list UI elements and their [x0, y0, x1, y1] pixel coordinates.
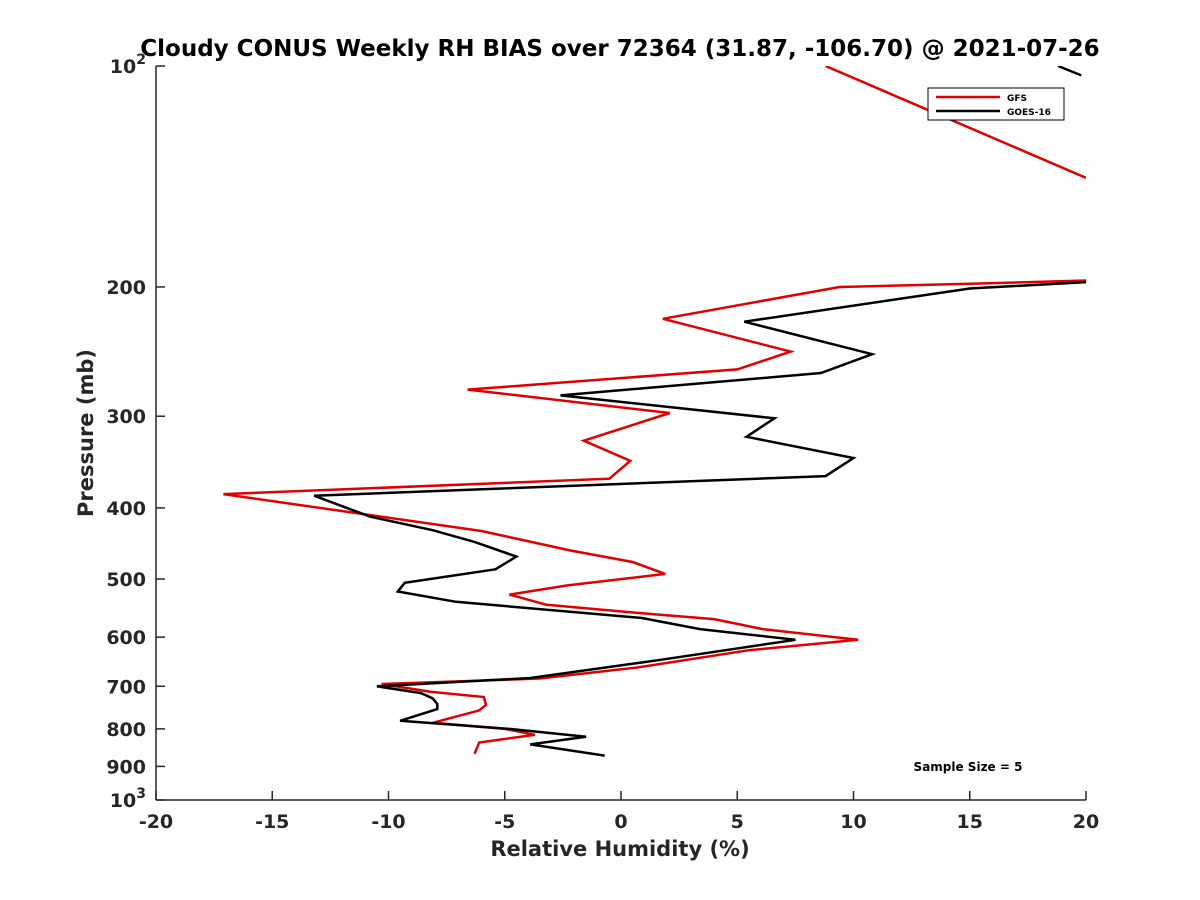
sample-size-annotation: Sample Size = 5 [914, 760, 1023, 774]
series-lines [223, 66, 1086, 757]
y-tick-label: 700 [106, 676, 146, 698]
chart-title: Cloudy CONUS Weekly RH BIAS over 72364 (… [140, 36, 1099, 62]
y-tick-label: 400 [106, 498, 146, 520]
y-tick-label: 600 [106, 627, 146, 649]
x-tick-label: -10 [371, 811, 405, 833]
x-tick-label: -15 [255, 811, 289, 833]
y-axis-label: Pressure (mb) [74, 349, 98, 517]
legend: GFS GOES-16 [927, 87, 1065, 121]
x-tick-label: 5 [731, 811, 744, 833]
series-line-goes16-upper [1057, 66, 1082, 77]
x-axis-label: Relative Humidity (%) [490, 837, 749, 861]
legend-box [927, 87, 1065, 121]
y-tick-label: 103 [110, 786, 146, 812]
legend-label-goes16: GOES-16 [1007, 108, 1051, 118]
y-tick-label: 200 [106, 277, 146, 299]
legend-label-gfs: GFS [1007, 94, 1027, 104]
axes: -20 -15 -10 -5 0 5 10 15 20 102 200 300 400 500 600 700… [106, 52, 1099, 833]
x-tick-label: -5 [494, 811, 515, 833]
y-tick-label: 102 [110, 52, 146, 78]
x-tick-label: 0 [614, 811, 627, 833]
x-tick-label: 15 [957, 811, 983, 833]
x-tick-label: -20 [139, 811, 173, 833]
y-tick-label: 800 [106, 719, 146, 741]
series-line-gfs [223, 279, 1086, 755]
series-line-gfs-upper [825, 66, 1086, 179]
y-tick-label: 300 [106, 406, 146, 428]
y-tick-label: 900 [106, 756, 146, 778]
x-tick-label: 20 [1073, 811, 1099, 833]
x-tick-label: 10 [840, 811, 866, 833]
series-line-goes16 [313, 280, 1086, 757]
y-tick-label: 500 [106, 569, 146, 591]
